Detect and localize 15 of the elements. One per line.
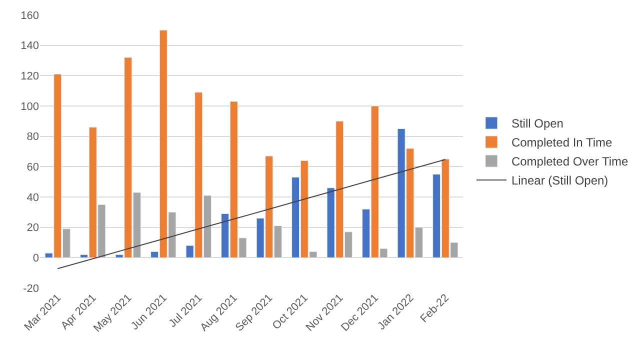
y-tick-label: 80 — [26, 131, 39, 144]
y-tick-label: 0 — [32, 252, 39, 265]
y-tick-label: 140 — [20, 40, 39, 52]
legend-label: Completed Over Time — [511, 154, 628, 169]
y-tick-label: 120 — [20, 70, 39, 83]
legend-label: Completed In Time — [511, 136, 612, 150]
line-series — [57, 159, 446, 270]
y-tick-label: 40 — [26, 192, 39, 204]
y-tick-label: 100 — [20, 100, 39, 113]
legend-label: Linear (Still Open) — [511, 174, 608, 188]
y-tick-label: 160 — [20, 10, 39, 22]
y-tick-label: -20 — [23, 282, 39, 295]
legend-label: Still Open — [511, 116, 564, 131]
y-tick-label: 60 — [26, 162, 39, 174]
y-tick-label: 20 — [26, 222, 39, 234]
